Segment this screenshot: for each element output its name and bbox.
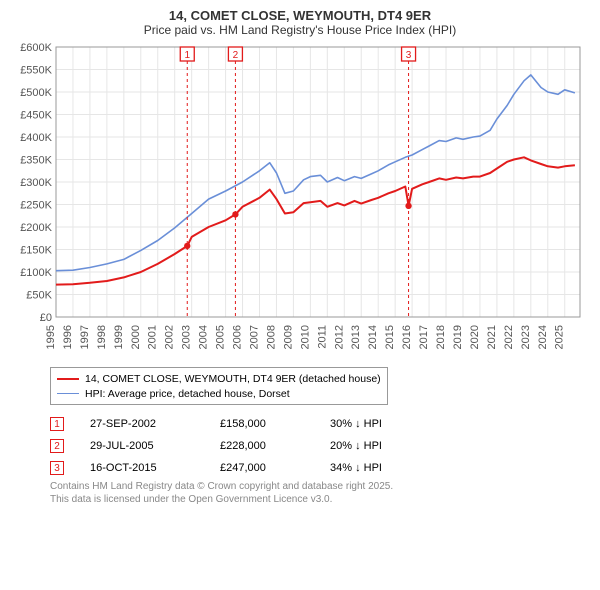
svg-text:£550K: £550K	[20, 65, 52, 77]
svg-text:2004: 2004	[198, 325, 210, 349]
sale-marker: 3	[50, 461, 64, 475]
title-sub: Price paid vs. HM Land Registry's House …	[10, 23, 590, 37]
svg-text:£350K: £350K	[20, 155, 52, 167]
svg-text:2000: 2000	[130, 325, 142, 349]
sale-row: 1 27-SEP-2002£158,00030% ↓ HPI	[50, 413, 590, 435]
legend-box: 14, COMET CLOSE, WEYMOUTH, DT4 9ER (deta…	[50, 367, 388, 405]
svg-text:1999: 1999	[113, 325, 125, 349]
svg-text:2025: 2025	[554, 325, 566, 349]
svg-text:£0: £0	[40, 312, 52, 324]
svg-text:2010: 2010	[299, 325, 311, 349]
sale-row: 3 16-OCT-2015£247,00034% ↓ HPI	[50, 457, 590, 479]
svg-text:2020: 2020	[469, 325, 481, 349]
svg-text:£200K: £200K	[20, 222, 52, 234]
svg-text:2: 2	[233, 50, 239, 61]
attribution-text: Contains HM Land Registry data © Crown c…	[50, 481, 590, 506]
svg-text:2016: 2016	[401, 325, 413, 349]
sale-marker: 2	[50, 439, 64, 453]
sale-date: 27-SEP-2002	[90, 418, 220, 430]
svg-text:2006: 2006	[232, 325, 244, 349]
sale-delta: 30% ↓ HPI	[330, 418, 590, 430]
svg-text:£300K: £300K	[20, 177, 52, 189]
svg-text:2002: 2002	[164, 325, 176, 349]
legend-swatch	[57, 378, 79, 380]
legend-label: 14, COMET CLOSE, WEYMOUTH, DT4 9ER (deta…	[85, 373, 381, 385]
svg-text:2021: 2021	[486, 325, 498, 349]
svg-text:2019: 2019	[452, 325, 464, 349]
legend-row: HPI: Average price, detached house, Dors…	[57, 386, 381, 401]
svg-text:2009: 2009	[282, 325, 294, 349]
svg-text:£600K: £600K	[20, 42, 52, 54]
attribution-line1: Contains HM Land Registry data © Crown c…	[50, 481, 590, 494]
svg-text:1996: 1996	[62, 325, 74, 349]
svg-text:2023: 2023	[520, 325, 532, 349]
svg-text:2013: 2013	[350, 325, 362, 349]
svg-text:1: 1	[184, 50, 190, 61]
svg-text:1997: 1997	[79, 325, 91, 349]
svg-text:2018: 2018	[435, 325, 447, 349]
svg-text:2008: 2008	[265, 325, 277, 349]
svg-text:2005: 2005	[215, 325, 227, 349]
svg-text:£100K: £100K	[20, 267, 52, 279]
svg-text:2011: 2011	[316, 325, 328, 349]
sale-date: 29-JUL-2005	[90, 440, 220, 452]
legend-row: 14, COMET CLOSE, WEYMOUTH, DT4 9ER (deta…	[57, 371, 381, 386]
svg-text:£500K: £500K	[20, 87, 52, 99]
title-main: 14, COMET CLOSE, WEYMOUTH, DT4 9ER	[10, 8, 590, 23]
svg-text:2024: 2024	[537, 325, 549, 349]
sale-delta: 20% ↓ HPI	[330, 440, 590, 452]
svg-text:2007: 2007	[248, 325, 260, 349]
svg-text:£50K: £50K	[26, 290, 52, 302]
svg-text:£450K: £450K	[20, 110, 52, 122]
svg-text:£250K: £250K	[20, 200, 52, 212]
svg-text:1995: 1995	[45, 325, 57, 349]
legend-label: HPI: Average price, detached house, Dors…	[85, 388, 290, 400]
sale-price: £247,000	[220, 462, 330, 474]
sales-list: 1 27-SEP-2002£158,00030% ↓ HPI 2 29-JUL-200…	[50, 413, 590, 479]
svg-text:£150K: £150K	[20, 245, 52, 257]
svg-text:1998: 1998	[96, 325, 108, 349]
svg-text:2012: 2012	[333, 325, 345, 349]
sale-delta: 34% ↓ HPI	[330, 462, 590, 474]
attribution-line2: This data is licensed under the Open Gov…	[50, 494, 590, 507]
svg-text:£400K: £400K	[20, 132, 52, 144]
svg-text:2015: 2015	[384, 325, 396, 349]
svg-text:2017: 2017	[418, 325, 430, 349]
chart-area: £0 £50K £100K £150K £200K £250K £300K £350K £400…	[10, 41, 590, 361]
svg-text:2001: 2001	[147, 325, 159, 349]
sale-row: 2 29-JUL-2005£228,00020% ↓ HPI	[50, 435, 590, 457]
sale-price: £228,000	[220, 440, 330, 452]
chart-title-block: 14, COMET CLOSE, WEYMOUTH, DT4 9ER Price…	[10, 8, 590, 37]
sale-price: £158,000	[220, 418, 330, 430]
svg-text:3: 3	[406, 50, 412, 61]
line-chart-svg: £0 £50K £100K £150K £200K £250K £300K £350K £400…	[10, 41, 590, 361]
sale-marker: 1	[50, 417, 64, 431]
sale-date: 16-OCT-2015	[90, 462, 220, 474]
svg-text:2022: 2022	[503, 325, 515, 349]
svg-text:2003: 2003	[181, 325, 193, 349]
legend-swatch	[57, 393, 79, 395]
svg-text:2014: 2014	[367, 325, 379, 349]
